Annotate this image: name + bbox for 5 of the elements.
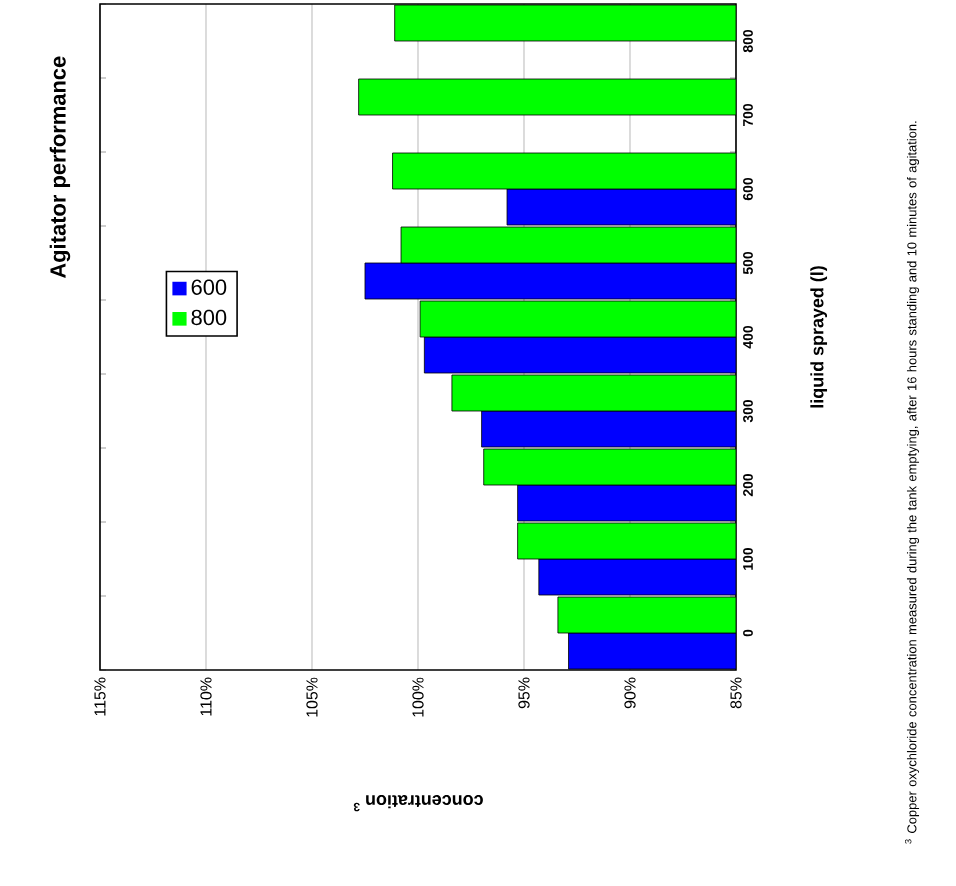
text: Agitator performance xyxy=(49,56,71,279)
legend-label: 800 xyxy=(191,309,227,326)
legend-label: 600 xyxy=(191,279,227,295)
x-axis-title: concentration $^{3}$ xyxy=(353,795,483,812)
y-axis-title: liquid sprayed (l) xyxy=(810,266,828,408)
